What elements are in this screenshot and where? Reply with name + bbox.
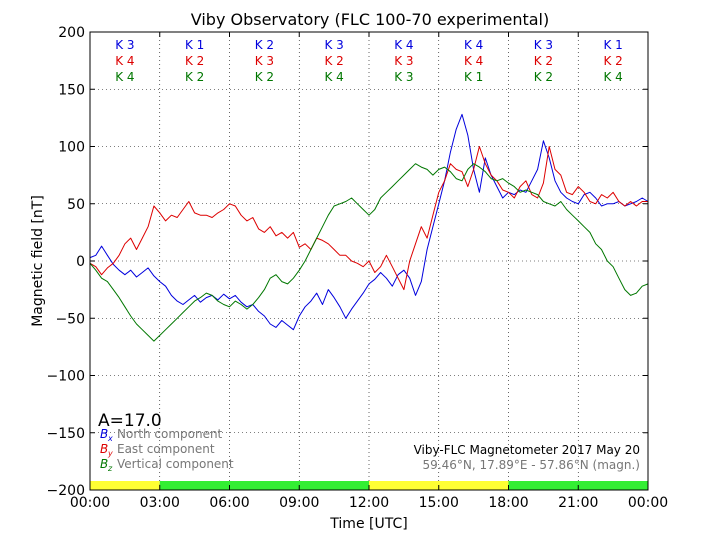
legend-subscript: y <box>107 449 113 458</box>
x-tick-label: 00:00 <box>70 495 110 511</box>
grid-lines <box>90 32 648 490</box>
k-index-value: K 2 <box>255 70 274 84</box>
x-axis-label: Time [UTC] <box>329 516 407 532</box>
k-index-value: K 1 <box>603 38 622 52</box>
k-index-value: K 2 <box>185 70 204 84</box>
x-tick-label: 15:00 <box>419 495 459 511</box>
footer-coordinates: 59.46°N, 17.89°E - 57.86°N (magn.) <box>423 458 640 472</box>
k-index-value: K 2 <box>255 38 274 52</box>
legend-subscript: z <box>107 464 113 473</box>
k-index-value: K 2 <box>534 54 553 68</box>
x-tick-label: 21:00 <box>558 495 598 511</box>
series-layer <box>89 113 649 342</box>
k-index-value: K 4 <box>115 70 134 84</box>
series-line-3 <box>89 163 649 342</box>
k-index-value: K 2 <box>185 54 204 68</box>
y-tick-label: −200 <box>47 483 85 499</box>
k-index-value: K 2 <box>603 54 622 68</box>
k-index-value: K 4 <box>464 38 483 52</box>
y-tick-label: 200 <box>58 25 85 41</box>
k-index-value: K 3 <box>394 70 413 84</box>
k-index-value: K 1 <box>185 38 204 52</box>
legend-label: East component <box>117 442 215 456</box>
k-index-value: K 3 <box>534 38 553 52</box>
y-tick-label: 100 <box>58 140 85 156</box>
x-tick-label: 06:00 <box>209 495 249 511</box>
legend-symbol: B <box>100 427 108 441</box>
activity-segment <box>159 481 369 490</box>
k-index-value: K 4 <box>394 38 413 52</box>
k-index-value: K 4 <box>324 70 343 84</box>
k-index-value: K 2 <box>534 70 553 84</box>
k-index-value: K 1 <box>464 70 483 84</box>
y-tick-label: −100 <box>47 369 85 385</box>
legend-subscript: x <box>107 434 113 443</box>
x-tick-label: 03:00 <box>140 495 180 511</box>
legend-label: North component <box>117 427 223 441</box>
y-tick-label: 50 <box>67 197 85 213</box>
activity-segment <box>90 481 160 490</box>
series-line-1 <box>89 113 649 331</box>
legend-symbol: B <box>100 457 108 471</box>
y-axis: −200 −150 −100 −50 0 50 100 150 200 <box>47 25 648 499</box>
footer-instrument: Viby-FLC Magnetometer 2017 May 20 <box>414 443 640 457</box>
k-index-value: K 4 <box>464 54 483 68</box>
chart-title: Viby Observatory (FLC 100-70 experimenta… <box>191 10 550 29</box>
x-tick-label: 09:00 <box>279 495 319 511</box>
y-tick-label: 0 <box>76 254 85 270</box>
a-index-label: A=17.0 <box>98 411 162 431</box>
legend-symbol: B <box>100 442 108 456</box>
x-tick-label: 00:00 <box>628 495 668 511</box>
x-tick-label: 18:00 <box>488 495 528 511</box>
k-index-table: K 3 K 1 K 2 K 3 K 4 K 4 K 3 K 1 K 4 K 2 K 3 K 2 K 3 K… <box>115 38 623 84</box>
x-tick-label: 12:00 <box>349 495 389 511</box>
k-index-value: K 4 <box>603 70 622 84</box>
x-axis: 00:00 03:00 06:00 09:00 12:00 15:00 18:00 21:00… <box>70 32 668 511</box>
k-index-value: K 3 <box>394 54 413 68</box>
k-index-value: K 3 <box>324 38 343 52</box>
y-tick-label: −150 <box>47 426 85 442</box>
y-axis-label: Magnetic field [nT] <box>30 195 46 327</box>
k-index-value: K 4 <box>115 54 134 68</box>
k-index-value: K 3 <box>115 38 134 52</box>
y-tick-label: −50 <box>55 311 85 327</box>
k-index-value: K 3 <box>255 54 274 68</box>
k-index-value: K 2 <box>324 54 343 68</box>
series-line-2 <box>89 146 648 291</box>
legend-label: Vertical component <box>117 457 234 471</box>
y-tick-label: 150 <box>58 82 85 98</box>
